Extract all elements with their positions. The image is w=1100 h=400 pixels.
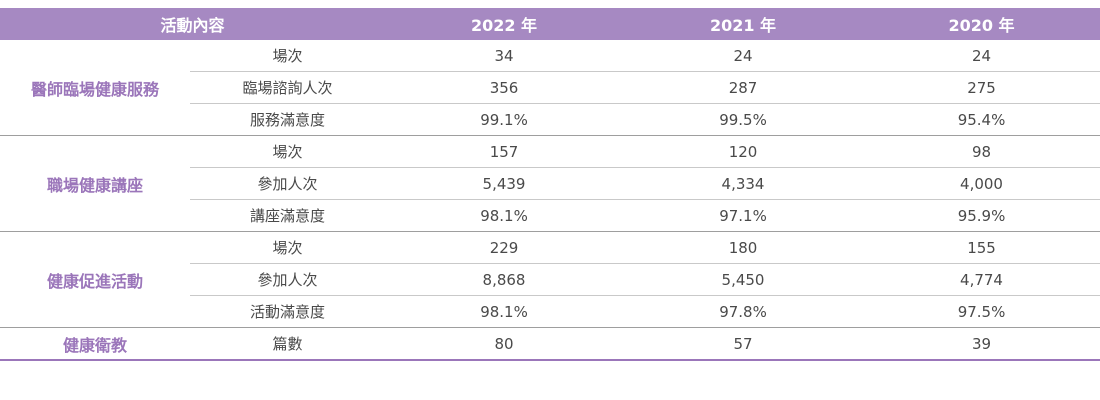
row-label: 服務滿意度 (190, 103, 386, 136)
cell-2021: 97.8% (623, 295, 864, 328)
table-row: 服務滿意度 99.1% 99.5% 95.4% (0, 103, 1100, 136)
cell-2022: 8,868 (385, 263, 624, 296)
header-category: 活動內容 (0, 8, 386, 40)
group-name: 健康促進活動 (0, 231, 190, 328)
cell-2020: 275 (863, 71, 1100, 104)
table-row: 健康衛教 篇數 80 57 39 (0, 327, 1100, 361)
cell-2020: 24 (863, 40, 1100, 72)
table-row: 職場健康講座 場次 157 120 98 (0, 135, 1100, 232)
cell-2022: 5,439 (385, 167, 624, 200)
table-row: 講座滿意度 98.1% 97.1% 95.9% (0, 199, 1100, 232)
cell-2022: 34 (385, 40, 624, 72)
table-row: 參加人次 5,439 4,334 4,000 (0, 167, 1100, 200)
cell-2021: 4,334 (623, 167, 864, 200)
header-year-2021: 2021 年 (623, 8, 864, 40)
cell-2021: 287 (623, 71, 864, 104)
cell-2022: 98.1% (385, 199, 624, 232)
cell-2020: 98 (863, 135, 1100, 168)
cell-2022: 98.1% (385, 295, 624, 328)
cell-2022: 229 (385, 231, 624, 264)
row-label: 講座滿意度 (190, 199, 386, 232)
header-year-2020: 2020 年 (863, 8, 1100, 40)
cell-2020: 95.4% (863, 103, 1100, 136)
table-row: 臨場諮詢人次 356 287 275 (0, 71, 1100, 104)
table-row: 醫師臨場健康服務 場次 34 24 24 (0, 40, 1100, 136)
row-label: 場次 (190, 40, 386, 72)
cell-2021: 99.5% (623, 103, 864, 136)
header-row: 活動內容 2022 年 2021 年 2020 年 (0, 8, 1100, 40)
cell-2022: 356 (385, 71, 624, 104)
row-label: 場次 (190, 135, 386, 168)
cell-2020: 97.5% (863, 295, 1100, 328)
table-header: 活動內容 2022 年 2021 年 2020 年 (0, 8, 1100, 40)
table-body: 醫師臨場健康服務 場次 34 24 24 臨場諮詢人次 356 287 275 … (0, 40, 1100, 361)
row-label: 篇數 (190, 327, 386, 361)
cell-2021: 24 (623, 40, 864, 72)
row-label: 參加人次 (190, 263, 386, 296)
table-row: 參加人次 8,868 5,450 4,774 (0, 263, 1100, 296)
cell-2022: 157 (385, 135, 624, 168)
group-name: 職場健康講座 (0, 135, 190, 232)
cell-2022: 80 (385, 327, 624, 361)
table-row: 活動滿意度 98.1% 97.8% 97.5% (0, 295, 1100, 328)
cell-2021: 57 (623, 327, 864, 361)
cell-2021: 180 (623, 231, 864, 264)
group-name: 醫師臨場健康服務 (0, 40, 190, 136)
cell-2020: 95.9% (863, 199, 1100, 232)
table-row: 健康促進活動 場次 229 180 155 (0, 231, 1100, 328)
cell-2020: 4,774 (863, 263, 1100, 296)
activity-table: 活動內容 2022 年 2021 年 2020 年 醫師臨場健康服務 場次 34… (0, 8, 1100, 361)
header-year-2022: 2022 年 (385, 8, 624, 40)
row-label: 活動滿意度 (190, 295, 386, 328)
row-label: 臨場諮詢人次 (190, 71, 386, 104)
group-name: 健康衛教 (0, 327, 190, 361)
cell-2021: 97.1% (623, 199, 864, 232)
cell-2020: 39 (863, 327, 1100, 361)
row-label: 場次 (190, 231, 386, 264)
cell-2022: 99.1% (385, 103, 624, 136)
cell-2021: 5,450 (623, 263, 864, 296)
cell-2020: 155 (863, 231, 1100, 264)
cell-2021: 120 (623, 135, 864, 168)
row-label: 參加人次 (190, 167, 386, 200)
cell-2020: 4,000 (863, 167, 1100, 200)
